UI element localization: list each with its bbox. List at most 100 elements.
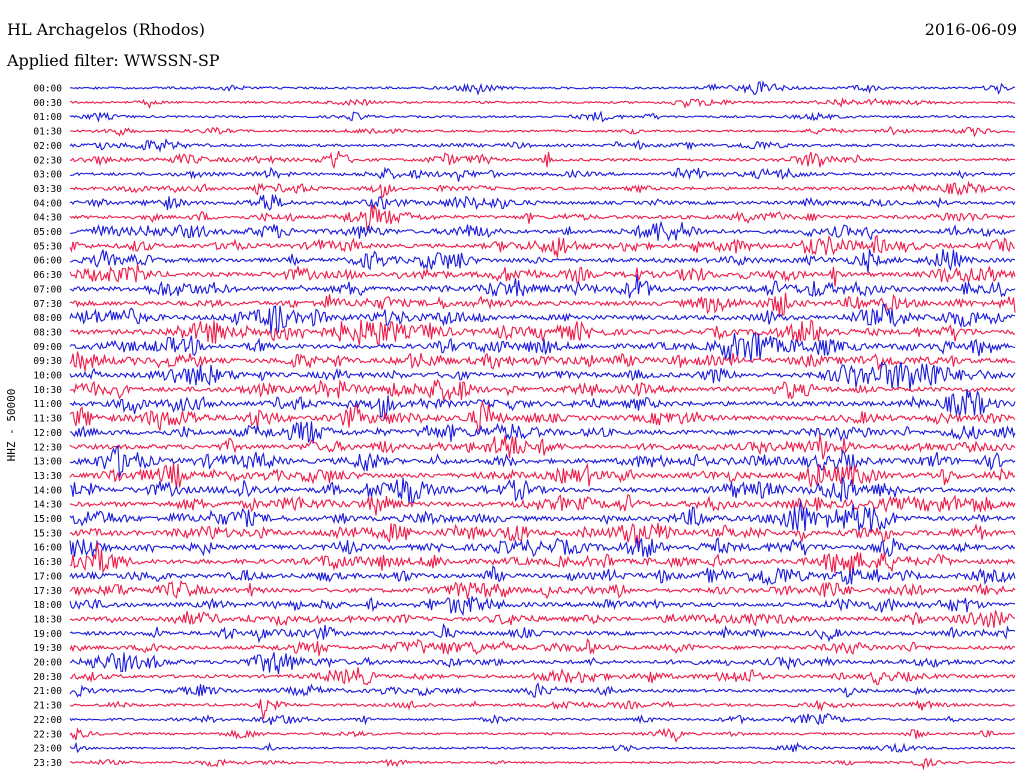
row-label: 08:30 — [33, 327, 62, 338]
row-label: 00:00 — [33, 84, 62, 95]
row-label: 06:30 — [33, 270, 62, 281]
trace-row — [69, 180, 1016, 199]
row-label: 05:00 — [33, 227, 62, 238]
trace-row — [69, 332, 1016, 362]
trace-row — [69, 444, 1016, 479]
filter-label: Applied filter: WWSSN-SP — [7, 51, 220, 70]
row-label: 05:30 — [33, 241, 62, 252]
row-label: 16:30 — [33, 557, 62, 568]
trace-row — [69, 500, 1016, 533]
trace-row — [69, 361, 1016, 392]
row-label: 11:00 — [33, 399, 62, 410]
row-label: 01:00 — [33, 112, 62, 123]
row-label: 06:00 — [33, 256, 62, 267]
trace-row — [69, 610, 1016, 628]
row-label: 15:00 — [33, 514, 62, 525]
row-label: 04:00 — [33, 198, 62, 209]
row-label: 03:00 — [33, 170, 62, 181]
trace-row — [69, 541, 1016, 576]
row-label: 07:30 — [33, 299, 62, 310]
trace-row — [69, 274, 1016, 299]
row-label: 22:00 — [33, 715, 62, 726]
row-labels: 00:00 00:30 01:00 01:30 02:00 02:30 03:00 03:30… — [33, 84, 62, 769]
trace-row — [69, 292, 1016, 316]
traces — [69, 80, 1016, 771]
trace-row — [69, 596, 1016, 617]
row-label: 11:30 — [33, 414, 62, 425]
row-label: 00:30 — [33, 98, 62, 109]
row-label: 20:30 — [33, 672, 62, 683]
row-label: 09:00 — [33, 342, 62, 353]
trace-row — [69, 97, 1016, 110]
trace-row — [69, 727, 1016, 743]
trace-row — [69, 263, 1016, 287]
trace-row — [69, 713, 1016, 726]
trace-row — [69, 623, 1016, 644]
trace-row — [69, 204, 1016, 232]
trace-row — [69, 194, 1016, 211]
trace-row — [69, 234, 1016, 258]
trace-row — [69, 125, 1016, 138]
trace-row — [69, 579, 1016, 600]
row-label: 07:00 — [33, 284, 62, 295]
row-label: 14:30 — [33, 500, 62, 511]
row-label: 19:30 — [33, 643, 62, 654]
station-title: HL Archagelos (Rhodos) — [7, 20, 205, 39]
trace-row — [69, 151, 1016, 170]
row-label: 17:30 — [33, 586, 62, 597]
trace-row — [69, 652, 1016, 675]
row-label: 12:00 — [33, 428, 62, 439]
row-label: 23:00 — [33, 744, 62, 755]
trace-row — [69, 400, 1016, 435]
trace-row — [69, 319, 1016, 346]
row-label: 21:30 — [33, 701, 62, 712]
row-label: 17:00 — [33, 571, 62, 582]
trace-row — [69, 522, 1016, 548]
trace-row — [69, 379, 1016, 402]
row-label: 15:30 — [33, 528, 62, 539]
trace-row — [69, 351, 1016, 372]
row-label: 22:30 — [33, 729, 62, 740]
trace-row — [69, 248, 1016, 273]
trace-row — [69, 303, 1016, 336]
trace-row — [69, 421, 1016, 444]
trace-row — [69, 477, 1016, 504]
row-label: 02:00 — [33, 141, 62, 152]
trace-row — [69, 80, 1016, 96]
row-label: 12:30 — [33, 442, 62, 453]
row-label: 02:30 — [33, 155, 62, 166]
trace-row — [69, 667, 1016, 686]
trace-row — [69, 166, 1016, 182]
trace-row — [69, 564, 1016, 586]
row-label: 10:00 — [33, 371, 62, 382]
row-label: 08:00 — [33, 313, 62, 324]
row-label: 16:00 — [33, 543, 62, 554]
row-label: 19:00 — [33, 629, 62, 640]
row-label: 04:30 — [33, 213, 62, 224]
trace-row — [69, 757, 1016, 771]
row-label: 18:30 — [33, 614, 62, 625]
row-label: 13:00 — [33, 457, 62, 468]
row-label: 10:30 — [33, 385, 62, 396]
trace-row — [69, 741, 1016, 754]
trace-row — [69, 699, 1016, 719]
trace-row — [69, 138, 1016, 153]
trace-row — [69, 493, 1016, 516]
trace-row — [69, 537, 1016, 558]
trace-row — [69, 110, 1016, 123]
trace-row — [69, 389, 1016, 420]
row-label: 21:00 — [33, 686, 62, 697]
row-label: 01:30 — [33, 127, 62, 138]
trace-row — [69, 462, 1016, 489]
row-label: 18:00 — [33, 600, 62, 611]
trace-row — [69, 434, 1016, 460]
trace-row — [69, 682, 1016, 698]
trace-row — [69, 220, 1016, 242]
row-label: 13:30 — [33, 471, 62, 482]
row-label: 20:00 — [33, 658, 62, 669]
y-axis-label: HHZ - 50000 — [5, 389, 18, 462]
date-label: 2016-06-09 — [924, 20, 1017, 39]
row-label: 23:30 — [33, 758, 62, 769]
trace-row — [69, 637, 1016, 656]
